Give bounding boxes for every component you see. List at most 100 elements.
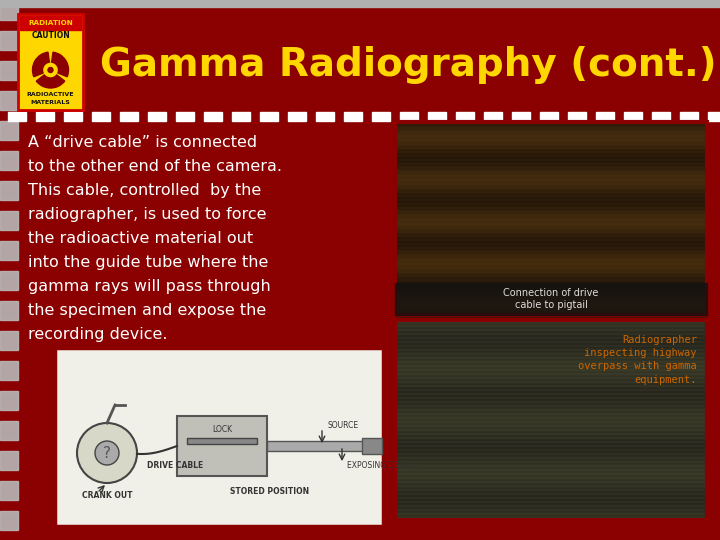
Bar <box>396 364 706 367</box>
Bar <box>396 250 706 253</box>
Bar <box>396 234 706 237</box>
Bar <box>0 361 18 380</box>
Bar <box>396 380 706 383</box>
Bar <box>396 126 706 129</box>
Bar <box>396 310 706 313</box>
Bar <box>396 238 706 241</box>
Bar <box>396 274 706 277</box>
Text: into the guide tube where the: into the guide tube where the <box>28 255 269 270</box>
Bar <box>396 448 706 451</box>
Bar <box>396 178 706 181</box>
Bar <box>396 206 706 209</box>
Circle shape <box>95 441 119 465</box>
Bar <box>680 112 698 121</box>
Bar <box>512 112 530 121</box>
Bar <box>55 348 383 526</box>
Text: Radiographer
inspecting highway
overpass with gamma
equipment.: Radiographer inspecting highway overpass… <box>578 335 697 384</box>
Bar <box>396 320 706 323</box>
Bar <box>396 258 706 261</box>
Bar <box>396 508 706 511</box>
Bar <box>0 91 18 110</box>
Bar <box>187 438 257 444</box>
Wedge shape <box>32 52 50 77</box>
Bar <box>568 112 586 121</box>
Bar <box>396 198 706 201</box>
Bar <box>396 302 706 305</box>
Bar <box>396 290 706 293</box>
Bar <box>396 356 706 359</box>
Bar <box>396 512 706 515</box>
Text: to the other end of the camera.: to the other end of the camera. <box>28 159 282 174</box>
Bar <box>396 282 706 285</box>
Circle shape <box>48 68 53 72</box>
Bar <box>0 121 18 140</box>
Bar <box>396 480 706 483</box>
Bar <box>396 294 706 297</box>
Bar <box>396 468 706 471</box>
Bar <box>396 278 706 281</box>
Text: radiographer, is used to force: radiographer, is used to force <box>28 207 266 222</box>
Bar <box>396 158 706 161</box>
Bar <box>396 368 706 371</box>
Bar <box>396 230 706 233</box>
Text: SOURCE: SOURCE <box>327 422 358 430</box>
Bar <box>396 142 706 145</box>
Text: Connection of drive
cable to pigtail: Connection of drive cable to pigtail <box>503 288 599 310</box>
Text: ?: ? <box>103 446 111 461</box>
Bar <box>396 496 706 499</box>
Bar <box>0 211 18 230</box>
Bar <box>396 324 706 327</box>
Bar <box>0 271 18 290</box>
Text: gamma rays will pass through: gamma rays will pass through <box>28 279 271 294</box>
Bar <box>267 441 367 451</box>
Bar <box>396 138 706 141</box>
Bar <box>36 112 54 121</box>
Bar <box>8 112 26 121</box>
Bar <box>396 332 706 335</box>
Bar <box>396 456 706 459</box>
Bar <box>372 112 390 121</box>
Bar <box>396 420 706 423</box>
Bar <box>395 122 707 315</box>
Bar <box>395 320 707 520</box>
Bar <box>484 112 502 121</box>
Bar <box>0 241 18 260</box>
Bar <box>316 112 334 121</box>
Bar <box>652 112 670 121</box>
Bar <box>232 112 250 121</box>
Bar <box>396 452 706 455</box>
Text: CAUTION: CAUTION <box>31 31 70 40</box>
Bar <box>20 16 81 30</box>
Text: recording device.: recording device. <box>28 327 168 342</box>
Bar <box>396 392 706 395</box>
Bar <box>396 130 706 133</box>
Bar <box>0 301 18 320</box>
Bar <box>396 194 706 197</box>
Bar <box>396 162 706 165</box>
Circle shape <box>45 65 55 75</box>
Bar <box>396 416 706 419</box>
Bar <box>0 451 18 470</box>
Bar <box>396 472 706 475</box>
Bar <box>396 444 706 447</box>
Bar <box>396 174 706 177</box>
Text: RADIATION: RADIATION <box>28 20 73 26</box>
Bar <box>18 14 83 110</box>
Bar <box>55 348 383 526</box>
Bar <box>288 112 306 121</box>
Bar <box>18 14 83 110</box>
Bar <box>428 112 446 121</box>
Bar <box>396 476 706 479</box>
Bar <box>396 202 706 205</box>
Bar <box>396 396 706 399</box>
Bar <box>396 270 706 273</box>
Bar <box>204 112 222 121</box>
Bar <box>396 182 706 185</box>
Bar <box>396 306 706 309</box>
Bar <box>396 190 706 193</box>
Bar <box>148 112 166 121</box>
Bar <box>0 421 18 440</box>
Bar <box>396 336 706 339</box>
Bar <box>396 412 706 415</box>
Bar <box>0 151 18 170</box>
